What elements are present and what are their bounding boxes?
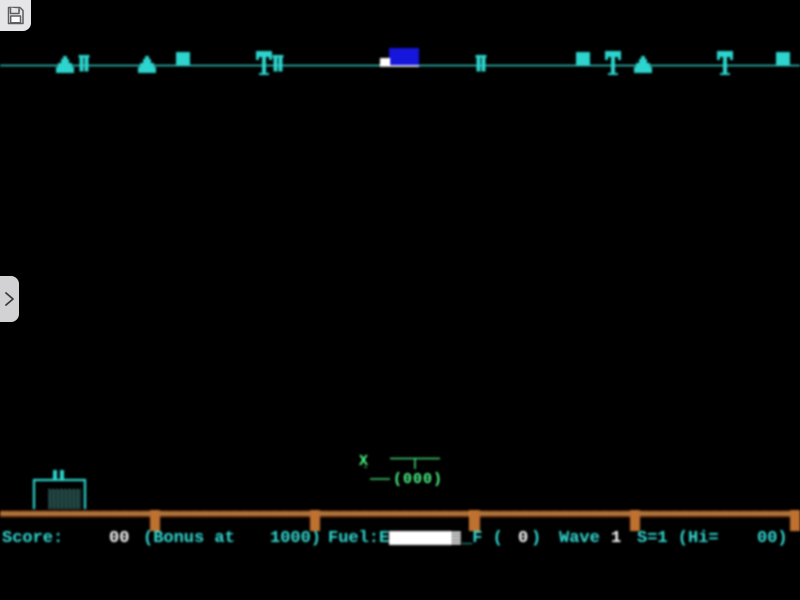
- svg-text:(000): (000): [393, 471, 443, 488]
- svg-text:`: `: [362, 465, 369, 479]
